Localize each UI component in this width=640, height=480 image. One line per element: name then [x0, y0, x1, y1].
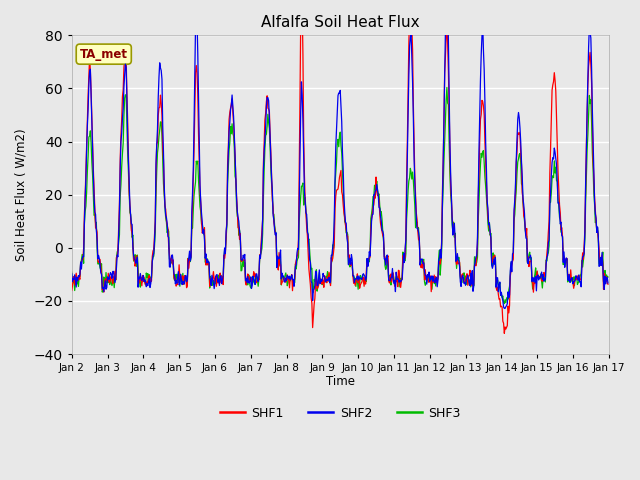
SHF3 — [405, 178, 413, 184]
SHF2 — [604, 280, 612, 286]
Y-axis label: Soil Heat Flux ( W/m2): Soil Heat Flux ( W/m2) — [15, 129, 28, 261]
SHF3 — [443, 84, 451, 90]
SHF3 — [188, 254, 195, 260]
SHF2 — [68, 271, 76, 276]
SHF3 — [132, 264, 140, 269]
SHF1 — [604, 281, 612, 287]
SHF1 — [500, 331, 508, 336]
SHF3 — [604, 274, 612, 280]
SHF2 — [216, 283, 223, 288]
SHF3 — [77, 257, 85, 263]
SHF2 — [188, 254, 195, 260]
SHF1 — [406, 8, 413, 13]
SHF1 — [188, 254, 195, 260]
SHF2 — [405, 72, 413, 78]
Title: Alfalfa Soil Heat Flux: Alfalfa Soil Heat Flux — [261, 15, 420, 30]
X-axis label: Time: Time — [326, 374, 355, 387]
SHF1 — [421, 267, 429, 273]
SHF1 — [132, 252, 140, 258]
Line: SHF3: SHF3 — [72, 87, 608, 303]
Text: TA_met: TA_met — [80, 48, 128, 60]
Legend: SHF1, SHF2, SHF3: SHF1, SHF2, SHF3 — [215, 402, 466, 425]
SHF3 — [500, 300, 508, 306]
Line: SHF1: SHF1 — [72, 0, 608, 334]
Line: SHF2: SHF2 — [72, 0, 608, 308]
SHF2 — [501, 305, 509, 311]
SHF3 — [68, 269, 76, 275]
SHF2 — [420, 268, 428, 274]
SHF1 — [216, 276, 223, 282]
SHF3 — [420, 279, 428, 285]
SHF2 — [132, 258, 140, 264]
SHF2 — [77, 266, 85, 272]
SHF3 — [216, 276, 223, 282]
SHF1 — [77, 259, 85, 265]
SHF1 — [68, 288, 76, 293]
